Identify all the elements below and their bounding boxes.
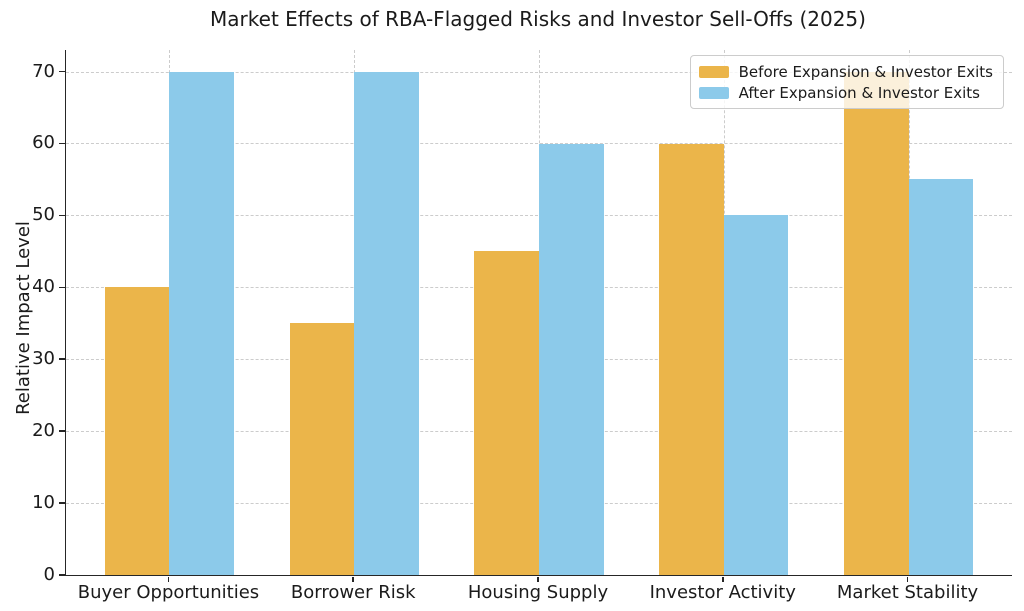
y-tick-mark — [59, 430, 65, 432]
y-tick-mark — [59, 142, 65, 145]
legend-label: Before Expansion & Investor Exits — [738, 62, 993, 81]
legend: Before Expansion & Investor Exits After E… — [689, 55, 1004, 109]
y-tick-label: 60 — [32, 132, 55, 154]
y-tick-label: 50 — [32, 204, 55, 226]
bar — [843, 71, 909, 575]
x-tick-mark — [352, 576, 354, 582]
bar — [659, 143, 724, 575]
y-tick-mark — [59, 286, 65, 289]
bar — [539, 143, 604, 575]
x-tick-label: Borrower Risk — [290, 582, 416, 603]
x-tick-mark — [167, 576, 170, 582]
y-tick-mark — [59, 214, 65, 217]
bar — [169, 71, 235, 575]
bar — [289, 323, 355, 575]
legend-swatch-icon — [698, 86, 729, 99]
x-tick-label: Buyer Opportunities — [77, 582, 260, 603]
x-tick-mark — [906, 576, 909, 582]
bar — [104, 287, 170, 575]
y-tick-mark — [59, 574, 65, 576]
y-tick-label: 30 — [32, 348, 55, 370]
y-tick-mark — [59, 502, 65, 504]
y-tick-label: 0 — [43, 564, 55, 585]
bar — [908, 179, 974, 575]
bar — [723, 215, 789, 575]
legend-item: After Expansion & Investor Exits — [698, 82, 993, 103]
x-tick-label: Investor Activity — [649, 582, 796, 603]
x-tick-mark — [537, 576, 539, 582]
y-tick-mark — [59, 358, 65, 360]
x-tick-label: Housing Supply — [467, 582, 609, 603]
legend-item: Before Expansion & Investor Exits — [698, 61, 993, 82]
y-tick-label: 10 — [32, 492, 55, 514]
y-tick-label: 20 — [32, 420, 55, 442]
y-tick-label: 40 — [32, 276, 55, 298]
y-tick-label: 70 — [32, 60, 55, 82]
bar — [354, 71, 419, 575]
legend-label: After Expansion & Investor Exits — [738, 83, 980, 102]
legend-swatch-icon — [698, 65, 729, 78]
plot-area: Before Expansion & Investor Exits After E… — [65, 50, 1012, 576]
chart-title: Market Effects of RBA-Flagged Risks and … — [210, 7, 866, 31]
x-tick-mark — [722, 576, 724, 582]
x-tick-label: Market Stability — [836, 582, 979, 603]
bar — [474, 251, 539, 575]
y-tick-mark — [59, 70, 65, 73]
